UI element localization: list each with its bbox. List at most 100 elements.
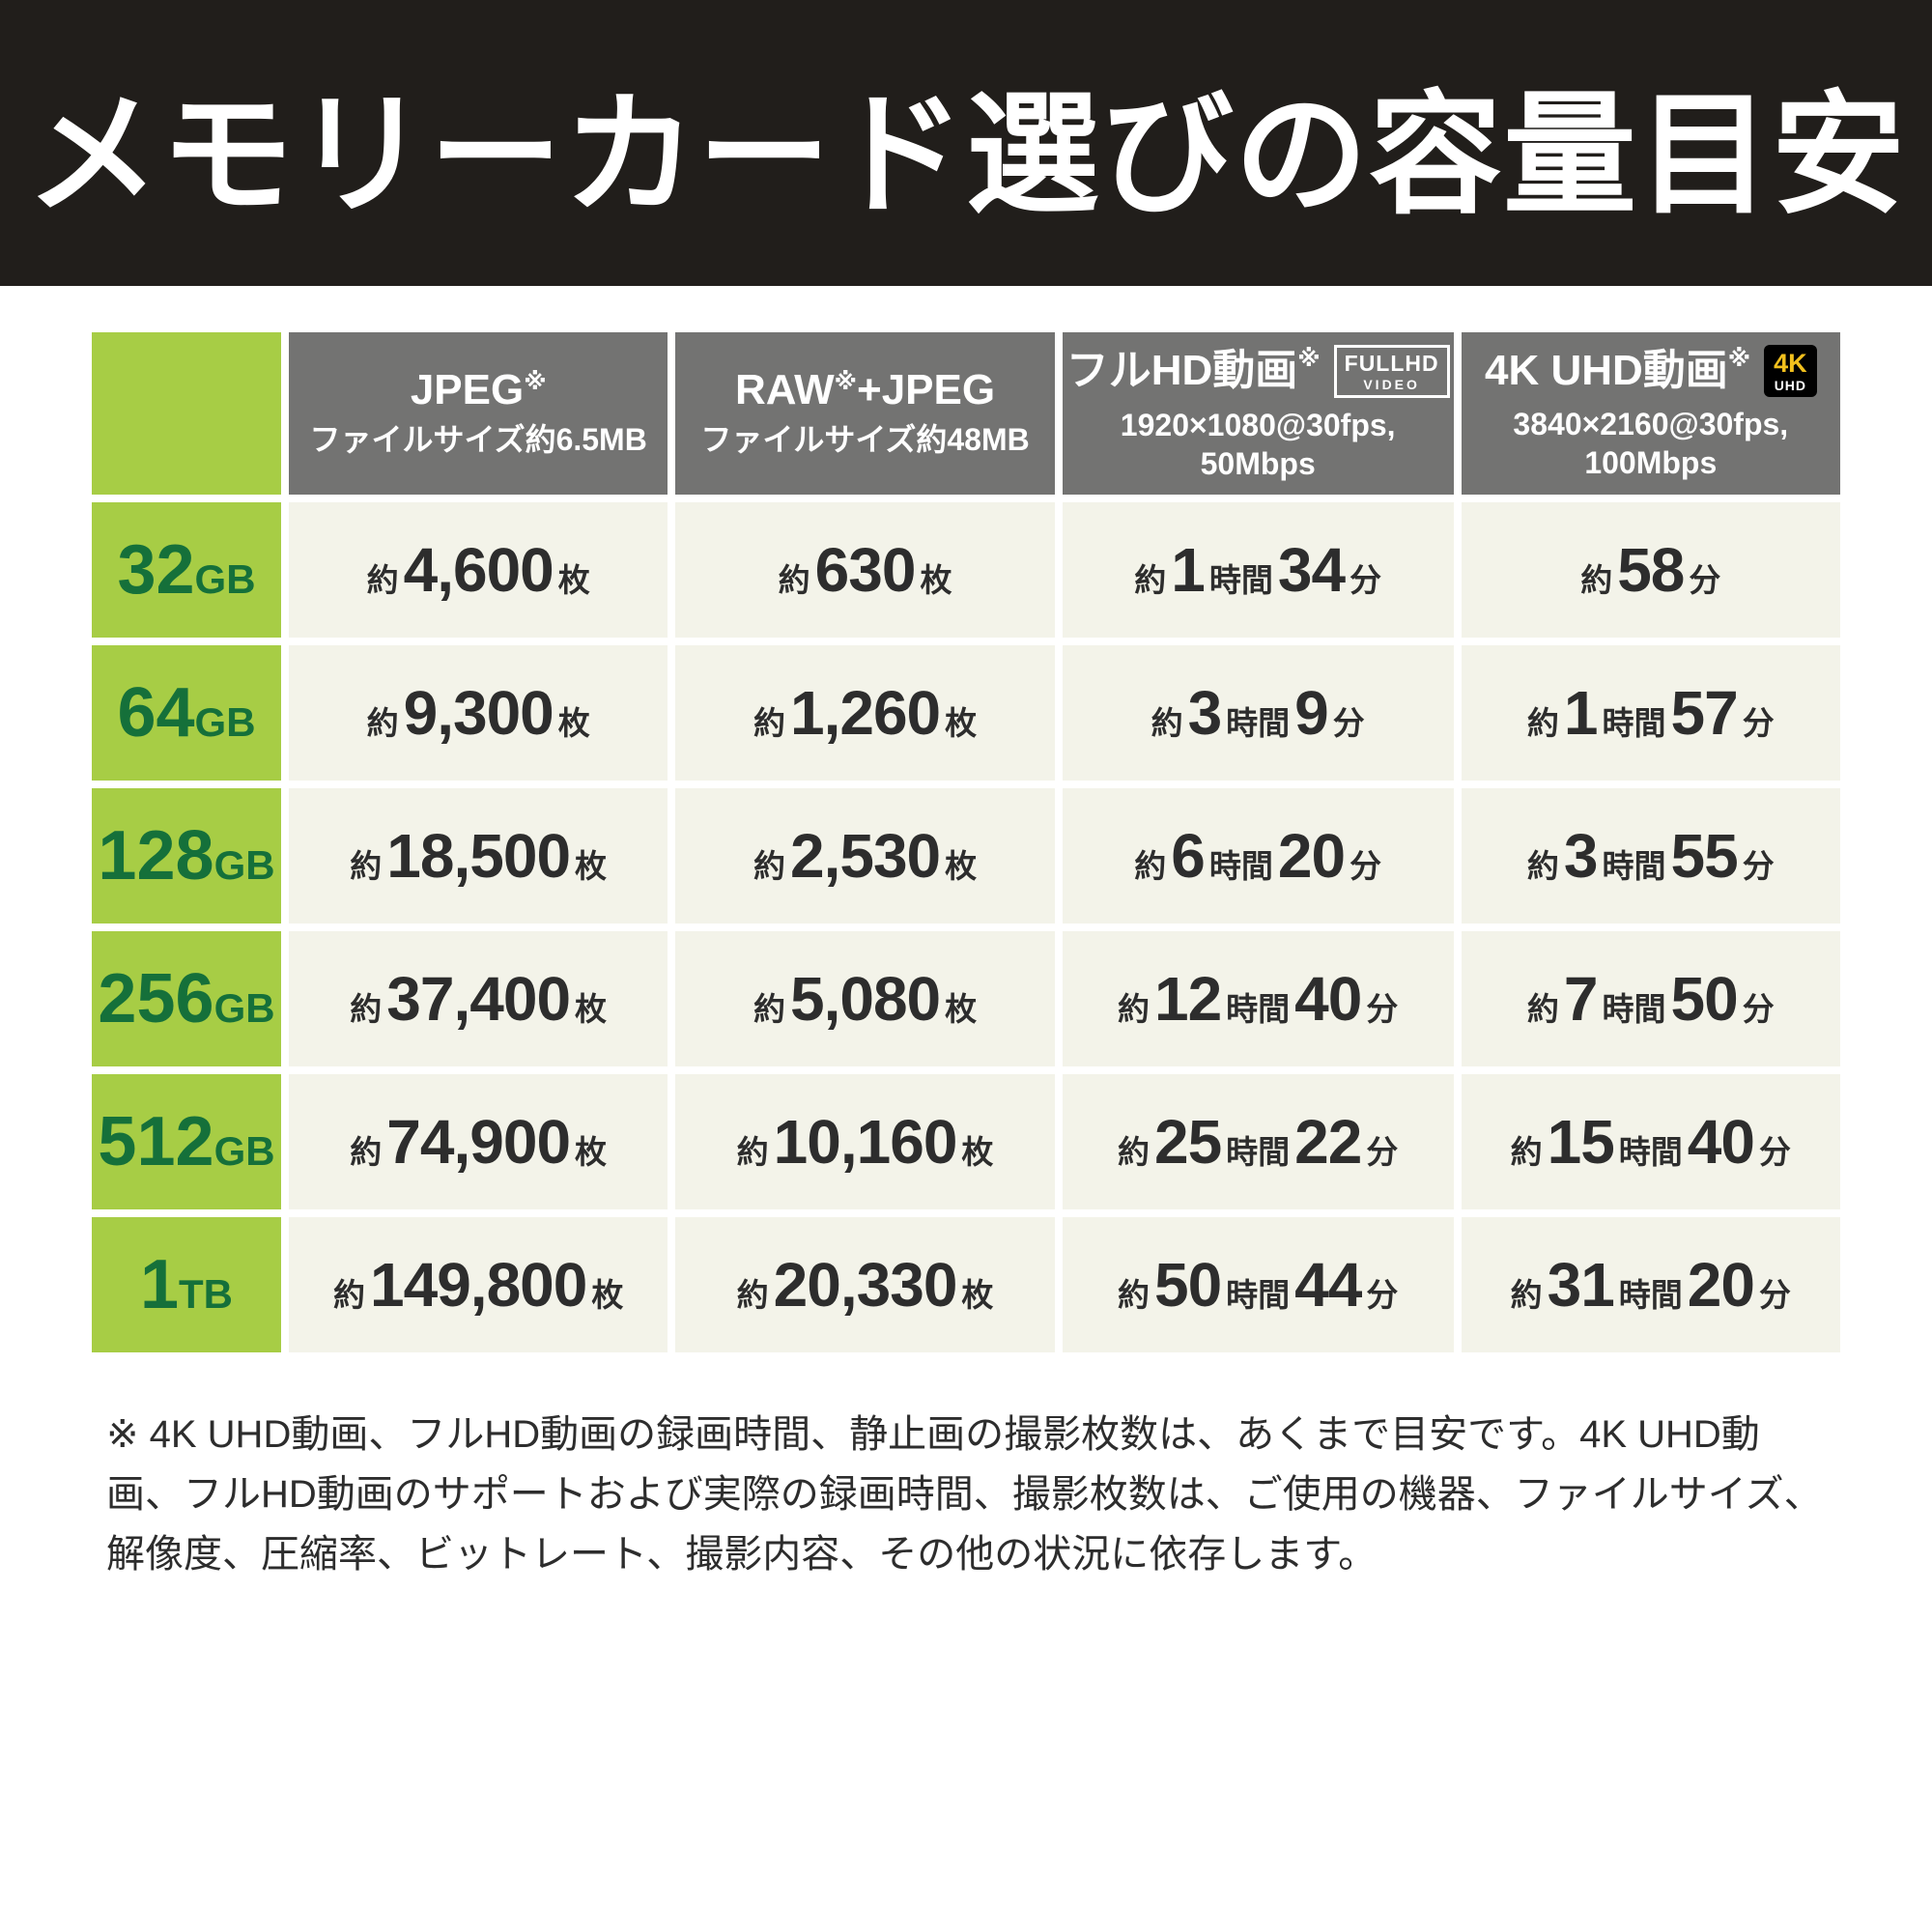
- cell-value: 約 1,260 枚: [749, 677, 981, 749]
- cell-value-segment: 時間: [1602, 848, 1666, 884]
- cell-value-segment: 34: [1277, 535, 1346, 605]
- column-subtitle-line: 100Mbps: [1584, 445, 1718, 480]
- column-subtitle-line: ファイルサイズ約6.5MB: [309, 422, 647, 458]
- cell-value-segment: 約: [753, 991, 785, 1027]
- cell-value-segment: 枚: [575, 848, 608, 884]
- cell-value-segment: 1: [1563, 678, 1599, 748]
- cell-value: 約 50 時間 44 分: [1113, 1249, 1403, 1321]
- capacity-label-segment: GB: [213, 842, 275, 888]
- capacity-label: 128 GB: [98, 816, 274, 895]
- cell-value: 約 12 時間 40 分: [1113, 963, 1403, 1035]
- cell-value-segment: 分: [1350, 562, 1382, 598]
- column-subtitle-line: 3840×2160@30fps,: [1513, 407, 1789, 441]
- footnote-mark: ※: [524, 368, 547, 395]
- column-subtitle-line: 1920×1080@30fps,: [1120, 407, 1396, 442]
- cell-1tb-jpeg: 約 149,800 枚: [289, 1217, 668, 1352]
- cell-value-segment: 約: [736, 1134, 769, 1170]
- cell-value: 約 1 時間 34 分: [1129, 534, 1386, 606]
- column-subtitle-line: 50Mbps: [1200, 445, 1316, 481]
- cell-value-segment: 枚: [920, 562, 952, 598]
- cell-value-segment: 約: [350, 848, 383, 884]
- cell-value-segment: 2,530: [789, 821, 941, 891]
- cell-value-segment: 約: [350, 991, 383, 1027]
- cell-value-segment: 57: [1670, 678, 1739, 748]
- row-label-32gb: 32 GB: [92, 502, 281, 638]
- capacity-label: 1 TB: [140, 1245, 233, 1324]
- cell-value-segment: 6: [1171, 821, 1206, 891]
- cell-256gb-4k-uhd: 約 7 時間 50 分: [1461, 931, 1840, 1066]
- cell-value-segment: 20: [1687, 1250, 1755, 1320]
- cell-32gb-fullhd: 約 1 時間 34 分: [1062, 502, 1454, 638]
- cell-value-segment: 約: [1117, 1134, 1150, 1170]
- cell-value: 約 37,400 枚: [345, 963, 611, 1035]
- cell-value-segment: 約: [366, 562, 399, 598]
- cell-32gb-raw-jpeg: 約 630 枚: [675, 502, 1055, 638]
- cell-32gb-jpeg: 約 4,600 枚: [289, 502, 668, 638]
- cell-value-segment: 1: [1171, 535, 1206, 605]
- cell-value-segment: 枚: [575, 1134, 608, 1170]
- cell-value-segment: 分: [1366, 991, 1399, 1027]
- cell-value-segment: 分: [1689, 562, 1721, 598]
- cell-512gb-raw-jpeg: 約 10,160 枚: [675, 1074, 1055, 1209]
- cell-value-segment: 58: [1617, 535, 1685, 605]
- cell-value-segment: 枚: [557, 705, 590, 741]
- cell-value-segment: 時間: [1618, 1134, 1683, 1170]
- cell-value: 約 10,160 枚: [732, 1106, 999, 1178]
- cell-value: 約 2,530 枚: [749, 820, 981, 892]
- capacity-table: JPEG ※ ファイルサイズ約6.5MB RAW ※ +JPEG ファイルサイズ約48MB フ…: [92, 332, 1840, 1352]
- cell-value-segment: 18,500: [386, 821, 571, 891]
- cell-value-segment: 枚: [575, 991, 608, 1027]
- capacity-label: 512 GB: [98, 1102, 274, 1181]
- cell-64gb-fullhd: 約 3 時間 9 分: [1062, 645, 1454, 781]
- cell-value-segment: 40: [1687, 1107, 1755, 1177]
- cell-value-segment: 時間: [1226, 705, 1291, 741]
- cell-value-segment: 分: [1366, 1277, 1399, 1313]
- column-subtitle-line: ファイルサイズ約48MB: [700, 422, 1030, 458]
- cell-value-segment: 分: [1758, 1134, 1791, 1170]
- cell-value-segment: 約: [350, 1134, 383, 1170]
- column-subtitle: ファイルサイズ約6.5MB: [310, 420, 647, 459]
- cell-value-segment: 55: [1670, 821, 1739, 891]
- capacity-label: 32 GB: [117, 530, 255, 610]
- cell-value: 約 149,800 枚: [328, 1249, 628, 1321]
- cell-value-segment: 7: [1563, 964, 1599, 1034]
- cell-1tb-raw-jpeg: 約 20,330 枚: [675, 1217, 1055, 1352]
- cell-value: 約 7 時間 50 分: [1522, 963, 1779, 1035]
- cell-value: 約 31 時間 20 分: [1506, 1249, 1796, 1321]
- cell-512gb-4k-uhd: 約 15 時間 40 分: [1461, 1074, 1840, 1209]
- cell-value: 約 6 時間 20 分: [1129, 820, 1386, 892]
- capacity-label-segment: 512: [98, 1103, 214, 1180]
- cell-value-segment: 約: [1526, 991, 1559, 1027]
- cell-value-segment: 50: [1153, 1250, 1222, 1320]
- cell-1tb-4k-uhd: 約 31 時間 20 分: [1461, 1217, 1840, 1352]
- cell-value-segment: 時間: [1208, 848, 1273, 884]
- cell-value-segment: 37,400: [386, 964, 571, 1034]
- cell-value-segment: 44: [1294, 1250, 1362, 1320]
- cell-value-segment: 20: [1277, 821, 1346, 891]
- cell-1tb-fullhd: 約 50 時間 44 分: [1062, 1217, 1454, 1352]
- cell-value-segment: 時間: [1618, 1277, 1683, 1313]
- cell-value-segment: 22: [1294, 1107, 1362, 1177]
- cell-value-segment: 枚: [945, 705, 978, 741]
- row-label-256gb: 256 GB: [92, 931, 281, 1066]
- column-header-raw-jpeg: RAW ※ +JPEG ファイルサイズ約48MB: [675, 332, 1055, 495]
- cell-value: 約 1 時間 57 分: [1522, 677, 1779, 749]
- column-title: JPEG ※: [411, 367, 547, 412]
- cell-value-segment: 時間: [1226, 1134, 1291, 1170]
- cell-value-segment: 5,080: [789, 964, 941, 1034]
- cell-value-segment: 約: [753, 705, 785, 741]
- cell-value-segment: 分: [1742, 705, 1775, 741]
- badge-line: VIDEO: [1363, 376, 1420, 392]
- cell-value-segment: 50: [1670, 964, 1739, 1034]
- page-title: メモリーカード選びの容量目安: [25, 81, 1906, 230]
- cell-value-segment: 12: [1153, 964, 1222, 1034]
- cell-value-segment: 9,300: [403, 678, 554, 748]
- column-title-text: 4K UHD動画: [1484, 346, 1728, 394]
- capacity-label: 64 GB: [117, 673, 255, 753]
- cell-value-segment: 約: [1510, 1134, 1543, 1170]
- cell-value-segment: 約: [1117, 1277, 1150, 1313]
- cell-value: 約 4,600 枚: [362, 534, 595, 606]
- cell-value-segment: 10,160: [773, 1107, 958, 1177]
- column-title-text: +JPEG: [857, 365, 996, 413]
- capacity-label-segment: GB: [213, 1128, 275, 1174]
